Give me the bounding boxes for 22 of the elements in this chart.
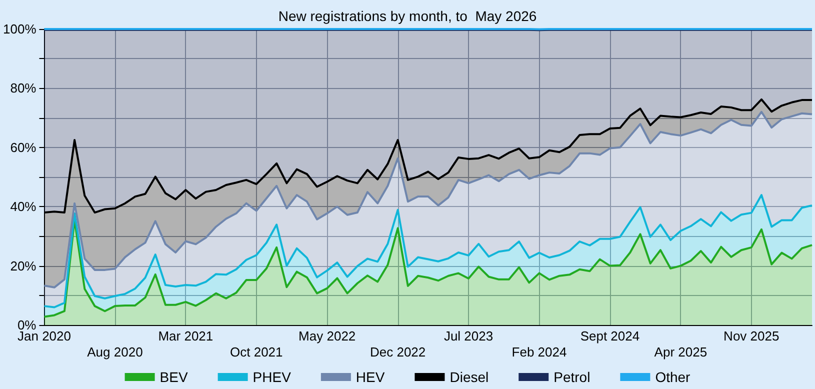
x-tick-label: Oct 2021: [230, 344, 283, 360]
y-tick-label: 40%: [10, 199, 37, 214]
y-tick-label: 20%: [10, 258, 37, 274]
x-tick-label: Apr 2025: [654, 344, 708, 360]
legend-label: BEV: [160, 369, 188, 385]
x-tick-label: Dec 2022: [370, 344, 426, 360]
x-tick-label: Nov 2025: [724, 328, 780, 344]
x-tick-label: Mar 2021: [158, 328, 214, 344]
x-tick-label: Aug 2020: [87, 344, 143, 360]
x-tick-label: Jul 2023: [444, 328, 494, 344]
legend-label: Other: [655, 369, 691, 385]
legend-label: Diesel: [450, 369, 489, 385]
y-tick-label: 100%: [3, 22, 37, 36]
legend-label: Petrol: [554, 369, 590, 385]
legend-label: HEV: [356, 369, 386, 385]
chart-title: New registrations by month, to May 2026: [278, 8, 537, 24]
x-tick-label: May 2022: [298, 328, 356, 344]
legend-label: PHEV: [252, 369, 292, 385]
x-tick-label: Sept 2024: [580, 328, 640, 344]
y-tick-label: 60%: [10, 140, 37, 155]
x-tick-label: Feb 2024: [512, 344, 567, 360]
y-tick-label: 80%: [10, 80, 37, 96]
